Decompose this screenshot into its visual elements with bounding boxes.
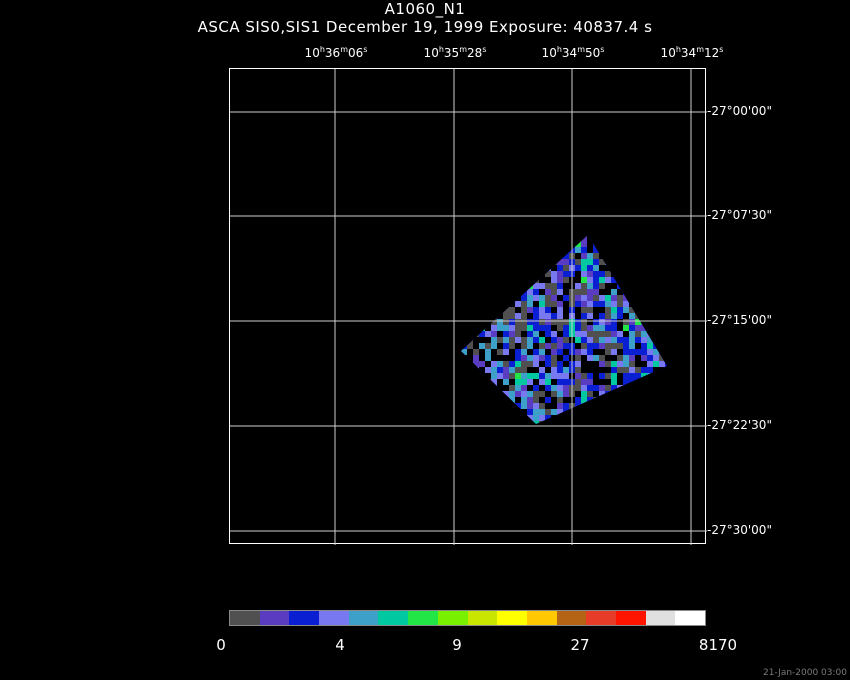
colorbar-segment xyxy=(645,611,676,625)
colorbar-segment xyxy=(319,611,349,625)
colorbar-segment xyxy=(526,611,557,625)
xray-image-panel xyxy=(229,68,707,545)
colorbar-label-0: 0 xyxy=(216,636,226,654)
colorbar xyxy=(229,610,706,626)
dec-label-2: -27°07'30" xyxy=(707,208,772,222)
ra-label-2: 10h35m28s xyxy=(423,45,487,60)
colorbar-label-max: 8170 xyxy=(698,636,738,654)
ra-label-3: 10h34m50s xyxy=(541,45,605,60)
image-title: A1060_N1 xyxy=(384,0,466,18)
image-subtitle: ASCA SIS0,SIS1 December 19, 1999 Exposur… xyxy=(197,18,653,36)
colorbar-segment xyxy=(586,611,616,625)
colorbar-segment xyxy=(348,611,379,625)
colorbar-segment xyxy=(556,611,587,625)
colorbar-segment xyxy=(675,611,705,625)
colorbar-label-4: 4 xyxy=(335,636,345,654)
dec-label-3: -27°15'00" xyxy=(707,313,772,327)
ra-label-4: 10h34m12s xyxy=(660,45,724,60)
timestamp: 21-Jan-2000 03:00 xyxy=(762,668,847,678)
dec-label-1: -27°00'00" xyxy=(707,104,772,118)
colorbar-label-27: 27 xyxy=(570,636,590,654)
colorbar-label-9: 9 xyxy=(452,636,462,654)
colorbar-segment xyxy=(437,611,468,625)
dec-label-4: -27°22'30" xyxy=(707,418,772,432)
colorbar-segment xyxy=(467,611,498,625)
colorbar-segment xyxy=(497,611,527,625)
ra-label-1: 10h36m06s xyxy=(304,45,368,60)
colorbar-segment xyxy=(230,611,260,625)
counts-pixels xyxy=(461,235,667,424)
colorbar-segment xyxy=(378,611,409,625)
colorbar-segment xyxy=(408,611,438,625)
colorbar-segment xyxy=(289,611,320,625)
coordinate-grid xyxy=(230,69,707,545)
colorbar-segment xyxy=(259,611,290,625)
dec-label-5: -27°30'00" xyxy=(707,523,772,537)
colorbar-segment xyxy=(615,611,646,625)
sky-image xyxy=(230,69,707,545)
